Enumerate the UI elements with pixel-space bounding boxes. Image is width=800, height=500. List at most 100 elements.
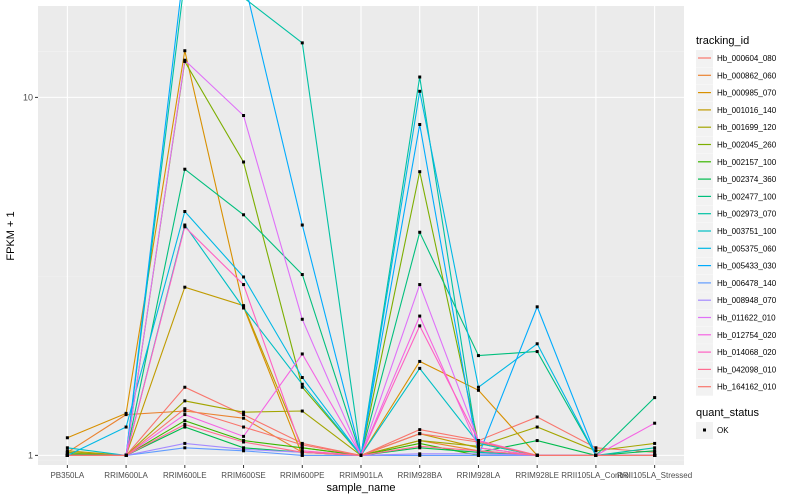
x-tick-label: RRII105LA_Stressed [617, 471, 692, 480]
x-tick-label: PB350LA [50, 471, 84, 480]
data-point [124, 425, 128, 429]
data-point [418, 230, 422, 234]
data-point [653, 449, 657, 453]
legend-title: tracking_id [696, 35, 749, 47]
data-point [242, 425, 246, 429]
legend-label: OK [717, 426, 729, 435]
legend-label: Hb_001016_140 [717, 106, 777, 115]
legend-label: Hb_011622_010 [717, 314, 776, 323]
legend-label: Hb_000604_080 [717, 54, 777, 63]
y-axis-ticks: 1 10 [23, 92, 38, 460]
data-point [476, 388, 480, 392]
data-point [183, 409, 187, 413]
data-point [594, 453, 598, 457]
data-point [476, 449, 480, 453]
data-point [418, 452, 422, 456]
data-point [183, 441, 187, 445]
data-point [65, 436, 69, 440]
data-point [300, 376, 304, 380]
data-point [242, 213, 246, 217]
legend2-items: OK [696, 422, 729, 439]
data-point [65, 453, 69, 457]
legend-label: Hb_002973_070 [717, 210, 777, 219]
data-point [594, 446, 598, 450]
data-point [476, 446, 480, 450]
x-tick-label: RRII105LA_Control [561, 471, 631, 480]
x-tick-label: RRIM928LA [457, 471, 501, 480]
data-point [300, 352, 304, 356]
data-point [242, 416, 246, 420]
data-point [183, 49, 187, 53]
x-tick-label: RRIM600PE [280, 471, 324, 480]
legend-label: Hb_002374_360 [717, 175, 777, 184]
data-point [65, 446, 69, 450]
data-point [242, 275, 246, 279]
data-point [242, 447, 246, 451]
data-point [418, 283, 422, 287]
data-point [653, 396, 657, 400]
data-point [300, 223, 304, 227]
x-tick-label: RRIM600LE [163, 471, 207, 480]
data-point [183, 285, 187, 289]
data-point [242, 449, 246, 453]
legend-label: Hb_002157_100 [717, 158, 777, 167]
data-point [124, 453, 128, 457]
data-point [535, 305, 539, 309]
data-point [476, 452, 480, 456]
data-point [183, 209, 187, 213]
data-point [65, 449, 69, 453]
data-point [300, 409, 304, 413]
legend-label: Hb_042098_010 [717, 365, 777, 374]
data-point [418, 314, 422, 318]
data-point [418, 324, 422, 328]
legend-label: Hb_003751_100 [717, 227, 777, 236]
data-point [242, 283, 246, 287]
legend: tracking_id Hb_000604_080 Hb_000862_060 Hb… [696, 35, 777, 439]
data-point [418, 428, 422, 432]
data-point [183, 223, 187, 227]
data-point [418, 359, 422, 363]
x-axis-ticks: PB350LA RRIM600LA RRIM600LE RRIM600SE RRIM60… [50, 465, 692, 480]
y-tick-label: 10 [23, 92, 33, 102]
data-point [359, 453, 363, 457]
data-point [183, 385, 187, 389]
legend-label: Hb_000985_070 [717, 89, 777, 98]
data-point [183, 413, 187, 417]
y-tick-label: 1 [28, 450, 33, 460]
data-point [476, 385, 480, 389]
legend-label: Hb_002477_100 [717, 192, 777, 201]
data-point [653, 441, 657, 445]
data-point [300, 317, 304, 321]
data-point [300, 443, 304, 447]
data-point [476, 450, 480, 454]
legend2-title: quant_status [696, 407, 759, 419]
data-point [653, 446, 657, 450]
data-point [183, 225, 187, 229]
x-tick-label: RRIM600SE [221, 471, 265, 480]
legend-label: Hb_005375_060 [717, 244, 777, 253]
legend-point-key [703, 428, 706, 432]
data-point [418, 444, 422, 448]
data-point [124, 411, 128, 415]
data-point [535, 439, 539, 443]
data-point [535, 350, 539, 354]
data-point [653, 453, 657, 457]
data-point [300, 450, 304, 454]
data-point [300, 41, 304, 45]
data-point [242, 410, 246, 414]
y-axis-label: FPKM + 1 [5, 211, 17, 260]
data-point [183, 167, 187, 171]
data-point [242, 160, 246, 164]
legend-label: Hb_000862_060 [717, 71, 777, 80]
data-point [535, 425, 539, 429]
x-tick-label: RRIM901LA [339, 471, 383, 480]
data-point [594, 449, 598, 453]
data-point [65, 450, 69, 454]
data-point [418, 89, 422, 93]
data-point [476, 440, 480, 444]
data-point [183, 58, 187, 62]
data-point [476, 354, 480, 358]
legend-label: Hb_164162_010 [717, 383, 777, 392]
data-point [242, 440, 246, 444]
data-point [418, 122, 422, 126]
